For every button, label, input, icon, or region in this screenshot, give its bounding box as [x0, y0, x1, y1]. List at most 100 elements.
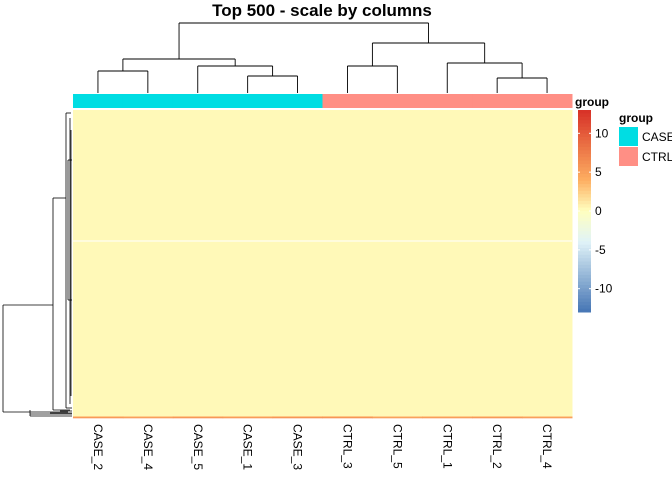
- color-scale-swatch: [578, 234, 591, 239]
- annotation-cell-ctrl_3: [322, 94, 373, 108]
- color-scale-swatch: [578, 291, 591, 296]
- color-scale-swatch: [578, 214, 591, 219]
- group-legend-swatch-case: [619, 127, 638, 146]
- color-scale-swatch: [578, 298, 591, 303]
- column-label-ctrl_1: CTRL_1: [440, 424, 454, 469]
- heatmap-cell: [322, 417, 373, 419]
- color-scale-swatch: [578, 173, 591, 178]
- heatmap-cell-block-ctrl_3: [322, 110, 373, 417]
- color-scale-swatch: [578, 271, 591, 276]
- heatmap-cell: [372, 416, 423, 418]
- group-legend-title: group: [619, 111, 653, 125]
- color-scale-tick-label: 0: [595, 204, 602, 218]
- color-scale-tick-label: -5: [595, 243, 606, 257]
- annotation-cell-case_4: [122, 94, 174, 108]
- column-dendrogram: [97, 22, 548, 93]
- annotation-cell-case_5: [172, 94, 224, 108]
- color-scale-swatch: [578, 157, 591, 161]
- heatmap-cell: [172, 416, 224, 418]
- heatmap-cell: [272, 416, 323, 418]
- color-scale-swatch: [578, 200, 591, 205]
- column-label-ctrl_2: CTRL_2: [490, 424, 504, 469]
- heatmap-cell: [472, 416, 523, 418]
- color-scale-swatch: [578, 261, 591, 266]
- color-scale-swatch: [578, 241, 591, 246]
- column-label-case_2: CASE_2: [91, 424, 105, 470]
- column-label-ctrl_4: CTRL_4: [540, 424, 554, 469]
- heatmap-cell: [322, 416, 373, 418]
- heatmap-cell: [122, 417, 174, 419]
- group-legend-swatch-ctrl: [619, 147, 638, 166]
- heatmap-cell-block-case_3: [272, 110, 323, 417]
- color-scale-swatch: [578, 295, 591, 300]
- color-scale-swatch: [578, 217, 591, 222]
- color-scale-swatch: [578, 153, 591, 158]
- color-scale-swatch: [578, 251, 591, 256]
- group-annotation-bar: [73, 94, 573, 108]
- heatmap-cell: [372, 416, 423, 418]
- group-legend-label-case: CASE: [642, 130, 672, 144]
- heatmap-cell: [422, 417, 473, 419]
- color-scale-swatch: [578, 184, 591, 188]
- color-scale-swatch: [578, 167, 591, 172]
- column-labels: CASE_2 CASE_4 CASE_5 CASE_1 CASE_3 CTRL_3 CTRL…: [91, 424, 554, 470]
- color-scale-swatch: [578, 274, 591, 279]
- color-scale-swatch: [578, 123, 591, 128]
- column-label-case_3: CASE_3: [291, 424, 305, 470]
- color-scale-swatch: [578, 116, 591, 121]
- color-scale-swatch: [578, 177, 591, 182]
- heatmap-cell-block-ctrl_5: [372, 110, 423, 417]
- color-scale-swatch: [578, 170, 591, 175]
- column-label-ctrl_3: CTRL_3: [340, 424, 354, 469]
- color-scale-swatch: [578, 211, 591, 215]
- group-legend: group CASE CTRL: [619, 111, 672, 166]
- column-label-case_5: CASE_5: [191, 424, 205, 470]
- color-scale-swatch: [578, 288, 591, 293]
- heatmap-cell: [122, 416, 174, 418]
- heatmap-cell: [422, 416, 473, 418]
- color-scale-swatch: [578, 113, 591, 118]
- color-scale-swatch: [578, 281, 591, 286]
- heatmap-cell: [472, 416, 523, 418]
- color-scale-swatch: [578, 268, 591, 273]
- heatmap-cell-block-ctrl_1: [422, 110, 473, 417]
- annotation-cell-ctrl_2: [472, 94, 523, 108]
- color-scale-swatch: [578, 204, 591, 209]
- row-dendrogram: [2, 112, 72, 417]
- color-scale-swatch: [578, 248, 591, 252]
- color-scale-swatch: [578, 207, 591, 212]
- color-scale-swatch: [578, 140, 591, 145]
- heatmap-cell: [73, 416, 124, 418]
- color-scale-swatch: [578, 120, 591, 124]
- color-scale-swatch: [578, 221, 591, 225]
- heatmap-cell-block-case_1: [222, 110, 274, 417]
- column-label-ctrl_5: CTRL_5: [390, 424, 404, 469]
- color-scale-swatch: [578, 150, 591, 155]
- heatmap-cell: [322, 416, 373, 418]
- column-label-case_4: CASE_4: [141, 424, 155, 470]
- color-scale-tick-label: -10: [595, 282, 613, 296]
- color-scale-swatch: [578, 136, 591, 141]
- color-scale-swatch: [578, 264, 591, 269]
- color-scale-swatch: [578, 180, 591, 185]
- color-scale-swatch: [578, 147, 591, 151]
- heatmap-cell-block-case_5: [172, 110, 224, 417]
- heatmap-cell: [73, 416, 124, 418]
- color-scale-swatch: [578, 254, 591, 259]
- annotation-cell-ctrl_5: [372, 94, 423, 108]
- color-scale-swatch: [578, 194, 591, 199]
- color-scale-swatch: [578, 278, 591, 283]
- heatmap-cell: [522, 417, 573, 419]
- color-scale-swatch: [578, 237, 591, 242]
- heatmap-body: [73, 110, 573, 419]
- heatmap-cell: [222, 416, 274, 418]
- heatmap-cell: [222, 417, 274, 419]
- color-scale-swatch: [578, 197, 591, 202]
- heatmap-cell: [472, 417, 523, 419]
- color-scale-tick-label: 5: [595, 165, 602, 179]
- color-scale-swatch: [578, 308, 591, 313]
- color-scale-swatch: [578, 190, 591, 195]
- heatmap-cell: [172, 416, 224, 418]
- color-scale-swatch: [578, 224, 591, 229]
